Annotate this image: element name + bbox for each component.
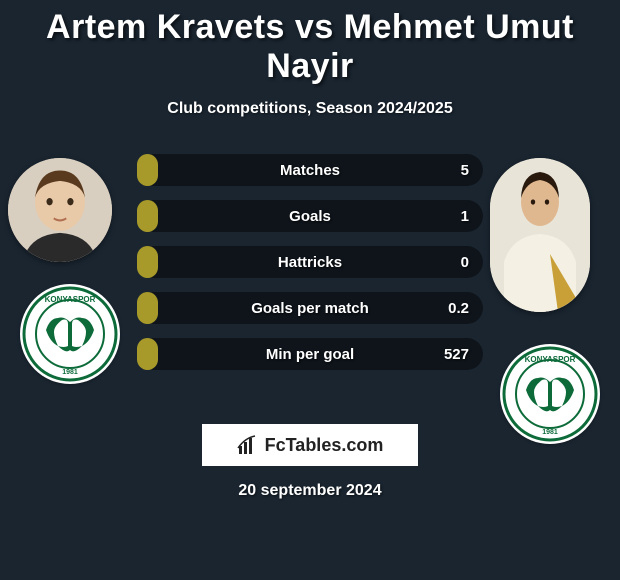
stats-list: Matches 5 Goals 1 Hattricks 0 Goals per … [137,154,483,370]
stat-row: Goals per match 0.2 [137,292,483,324]
stat-value: 0 [461,254,469,271]
stat-row: Goals 1 [137,200,483,232]
stat-value: 527 [444,346,469,363]
player-right-avatar [490,158,590,312]
comparison-panel: KONYASPOR 1981 KONYASPOR 1981 Matches 5 [0,154,620,500]
stat-label: Hattricks [137,254,483,271]
person-icon [490,158,590,312]
page-title: Artem Kravets vs Mehmet Umut Nayir [0,0,620,86]
stat-row: Hattricks 0 [137,246,483,278]
stat-row: Min per goal 527 [137,338,483,370]
player-left-avatar [8,158,112,262]
stat-value: 1 [461,208,469,225]
svg-text:KONYASPOR: KONYASPOR [525,355,576,364]
crest-year: 1981 [62,369,78,376]
brand-text: FcTables.com [265,435,384,456]
club-crest-icon: KONYASPOR 1981 [20,284,120,384]
crest-name: KONYASPOR [45,295,96,304]
stat-value: 0.2 [448,300,469,317]
stat-row: Matches 5 [137,154,483,186]
stat-label: Goals [137,208,483,225]
team-badge-left: KONYASPOR 1981 [20,284,120,384]
person-icon [8,158,112,262]
stat-label: Matches [137,162,483,179]
team-badge-right: KONYASPOR 1981 [500,344,600,444]
stat-label: Goals per match [137,300,483,317]
club-crest-icon: KONYASPOR 1981 [500,344,600,444]
svg-text:1981: 1981 [542,429,558,436]
stat-label: Min per goal [137,346,483,363]
brand-box: FcTables.com [202,424,418,466]
page-subtitle: Club competitions, Season 2024/2025 [0,100,620,118]
stat-value: 5 [461,162,469,179]
footer-date: 20 september 2024 [0,482,620,500]
chart-icon [237,434,259,456]
